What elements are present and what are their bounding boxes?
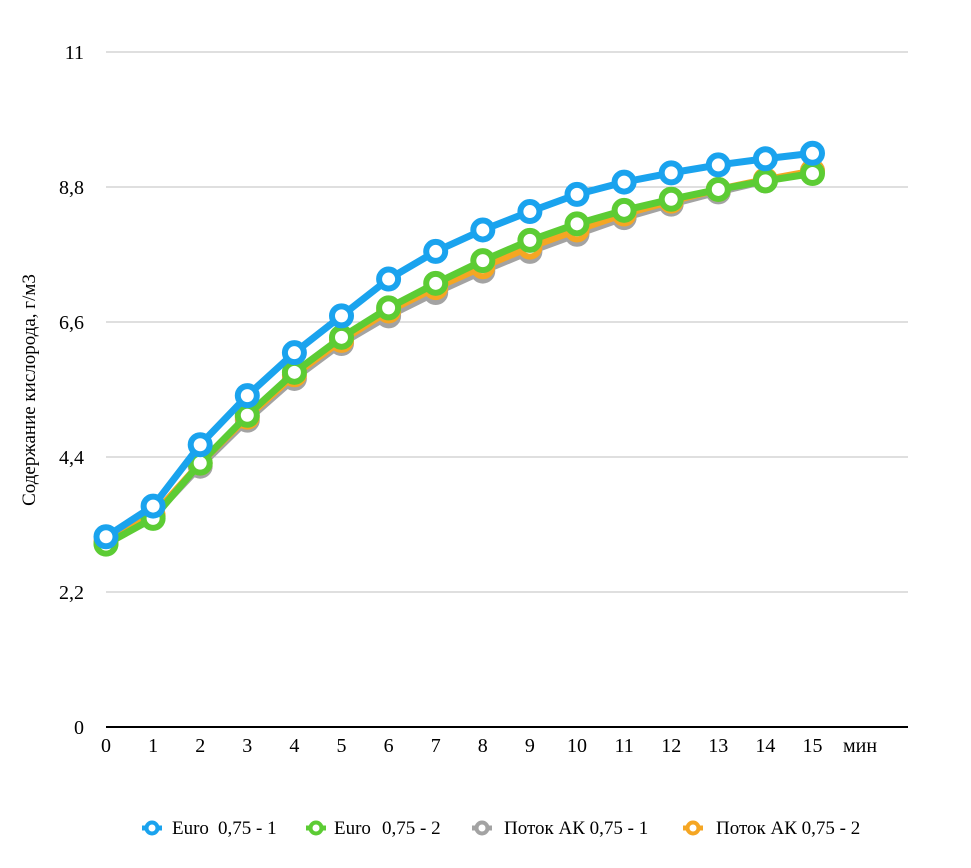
data-point <box>234 383 260 409</box>
data-point <box>611 197 637 223</box>
data-point <box>423 238 449 264</box>
series-line <box>102 149 816 541</box>
x-tick-labels: 0 1 2 3 4 5 6 7 8 9 10 11 12 13 14 15 <box>101 735 823 757</box>
legend-marker <box>474 820 490 836</box>
y-tick-labels: 0 2,2 4,4 6,6 8,8 11 <box>59 42 84 739</box>
x-tick-label: 9 <box>525 735 535 757</box>
y-tick-label: 2,2 <box>59 582 84 604</box>
data-point <box>93 524 119 550</box>
legend-marker <box>685 820 701 836</box>
data-point <box>517 227 543 253</box>
x-tick-label: 13 <box>708 735 728 757</box>
series-3 <box>93 158 825 556</box>
data-point <box>752 146 778 172</box>
data-point <box>140 493 166 519</box>
series-line <box>102 167 816 546</box>
y-tick-label: 4,4 <box>59 447 84 469</box>
legend-item-1: Euro 0,75 - 1 <box>142 818 277 839</box>
y-tick-label: 0 <box>74 717 84 739</box>
data-point <box>611 169 637 195</box>
x-axis-unit-label: мин <box>843 735 877 757</box>
x-tick-label: 8 <box>478 735 488 757</box>
x-tick-label: 7 <box>431 735 441 757</box>
data-point <box>752 168 778 194</box>
x-tick-label: 6 <box>384 735 394 757</box>
data-point <box>470 248 496 274</box>
data-point <box>329 324 354 350</box>
data-point <box>564 211 590 237</box>
x-tick-label: 15 <box>803 735 823 757</box>
series-2 <box>93 161 825 557</box>
x-tick-label: 11 <box>614 735 633 757</box>
y-tick-label: 6,6 <box>59 312 84 334</box>
x-tick-label: 2 <box>195 735 205 757</box>
data-point <box>470 217 496 243</box>
grid-lines <box>106 51 908 593</box>
x-tick-label: 0 <box>101 735 111 757</box>
x-tick-label: 1 <box>148 735 158 757</box>
series-layer <box>93 140 825 557</box>
y-tick-label: 8,8 <box>59 177 84 199</box>
y-tick-label: 11 <box>65 42 84 64</box>
legend-label: Поток АК 0,75 - 2 <box>716 818 860 839</box>
legend-item-2: Euro 0,75 - 2 <box>306 818 441 839</box>
x-tick-label: 3 <box>242 735 252 757</box>
x-tick-label: 10 <box>567 735 587 757</box>
data-point <box>376 295 402 321</box>
data-point <box>423 270 449 296</box>
legend-label: Euro <box>172 818 209 839</box>
data-point <box>658 160 684 186</box>
data-point <box>705 152 731 178</box>
data-point <box>705 176 731 202</box>
legend-label: Поток АК 0,75 - 1 <box>504 818 648 839</box>
data-point <box>800 140 825 166</box>
data-point <box>281 340 307 366</box>
x-tick-label: 4 <box>289 735 299 757</box>
x-tick-label: 12 <box>661 735 681 757</box>
data-point <box>234 402 260 428</box>
data-point <box>376 266 402 292</box>
data-point <box>658 186 684 212</box>
legend-marker <box>144 820 160 836</box>
data-point <box>329 303 354 329</box>
data-point <box>517 199 543 225</box>
series-4 <box>93 158 825 555</box>
x-tick-label: 5 <box>337 735 347 757</box>
series-line <box>102 167 816 547</box>
y-axis-title: Содержание кислорода, г/м3 <box>19 274 40 506</box>
legend-marker <box>308 820 324 836</box>
legend-item-4: Поток АК 0,75 - 2 <box>683 818 860 839</box>
legend-label: 0,75 - 1 <box>218 818 277 839</box>
legend-label: Euro <box>334 818 371 839</box>
legend-label: 0,75 - 2 <box>382 818 441 839</box>
data-point <box>800 161 825 186</box>
series-1 <box>93 140 825 550</box>
legend: Euro 0,75 - 1 Euro 0,75 - 2 Поток АК 0,75 - … <box>142 818 860 839</box>
data-point <box>281 359 307 385</box>
data-point <box>187 432 213 458</box>
x-tick-label: 14 <box>755 735 775 757</box>
legend-item-3: Поток АК 0,75 - 1 <box>472 818 648 839</box>
series-line <box>102 170 816 548</box>
data-point <box>564 181 590 207</box>
